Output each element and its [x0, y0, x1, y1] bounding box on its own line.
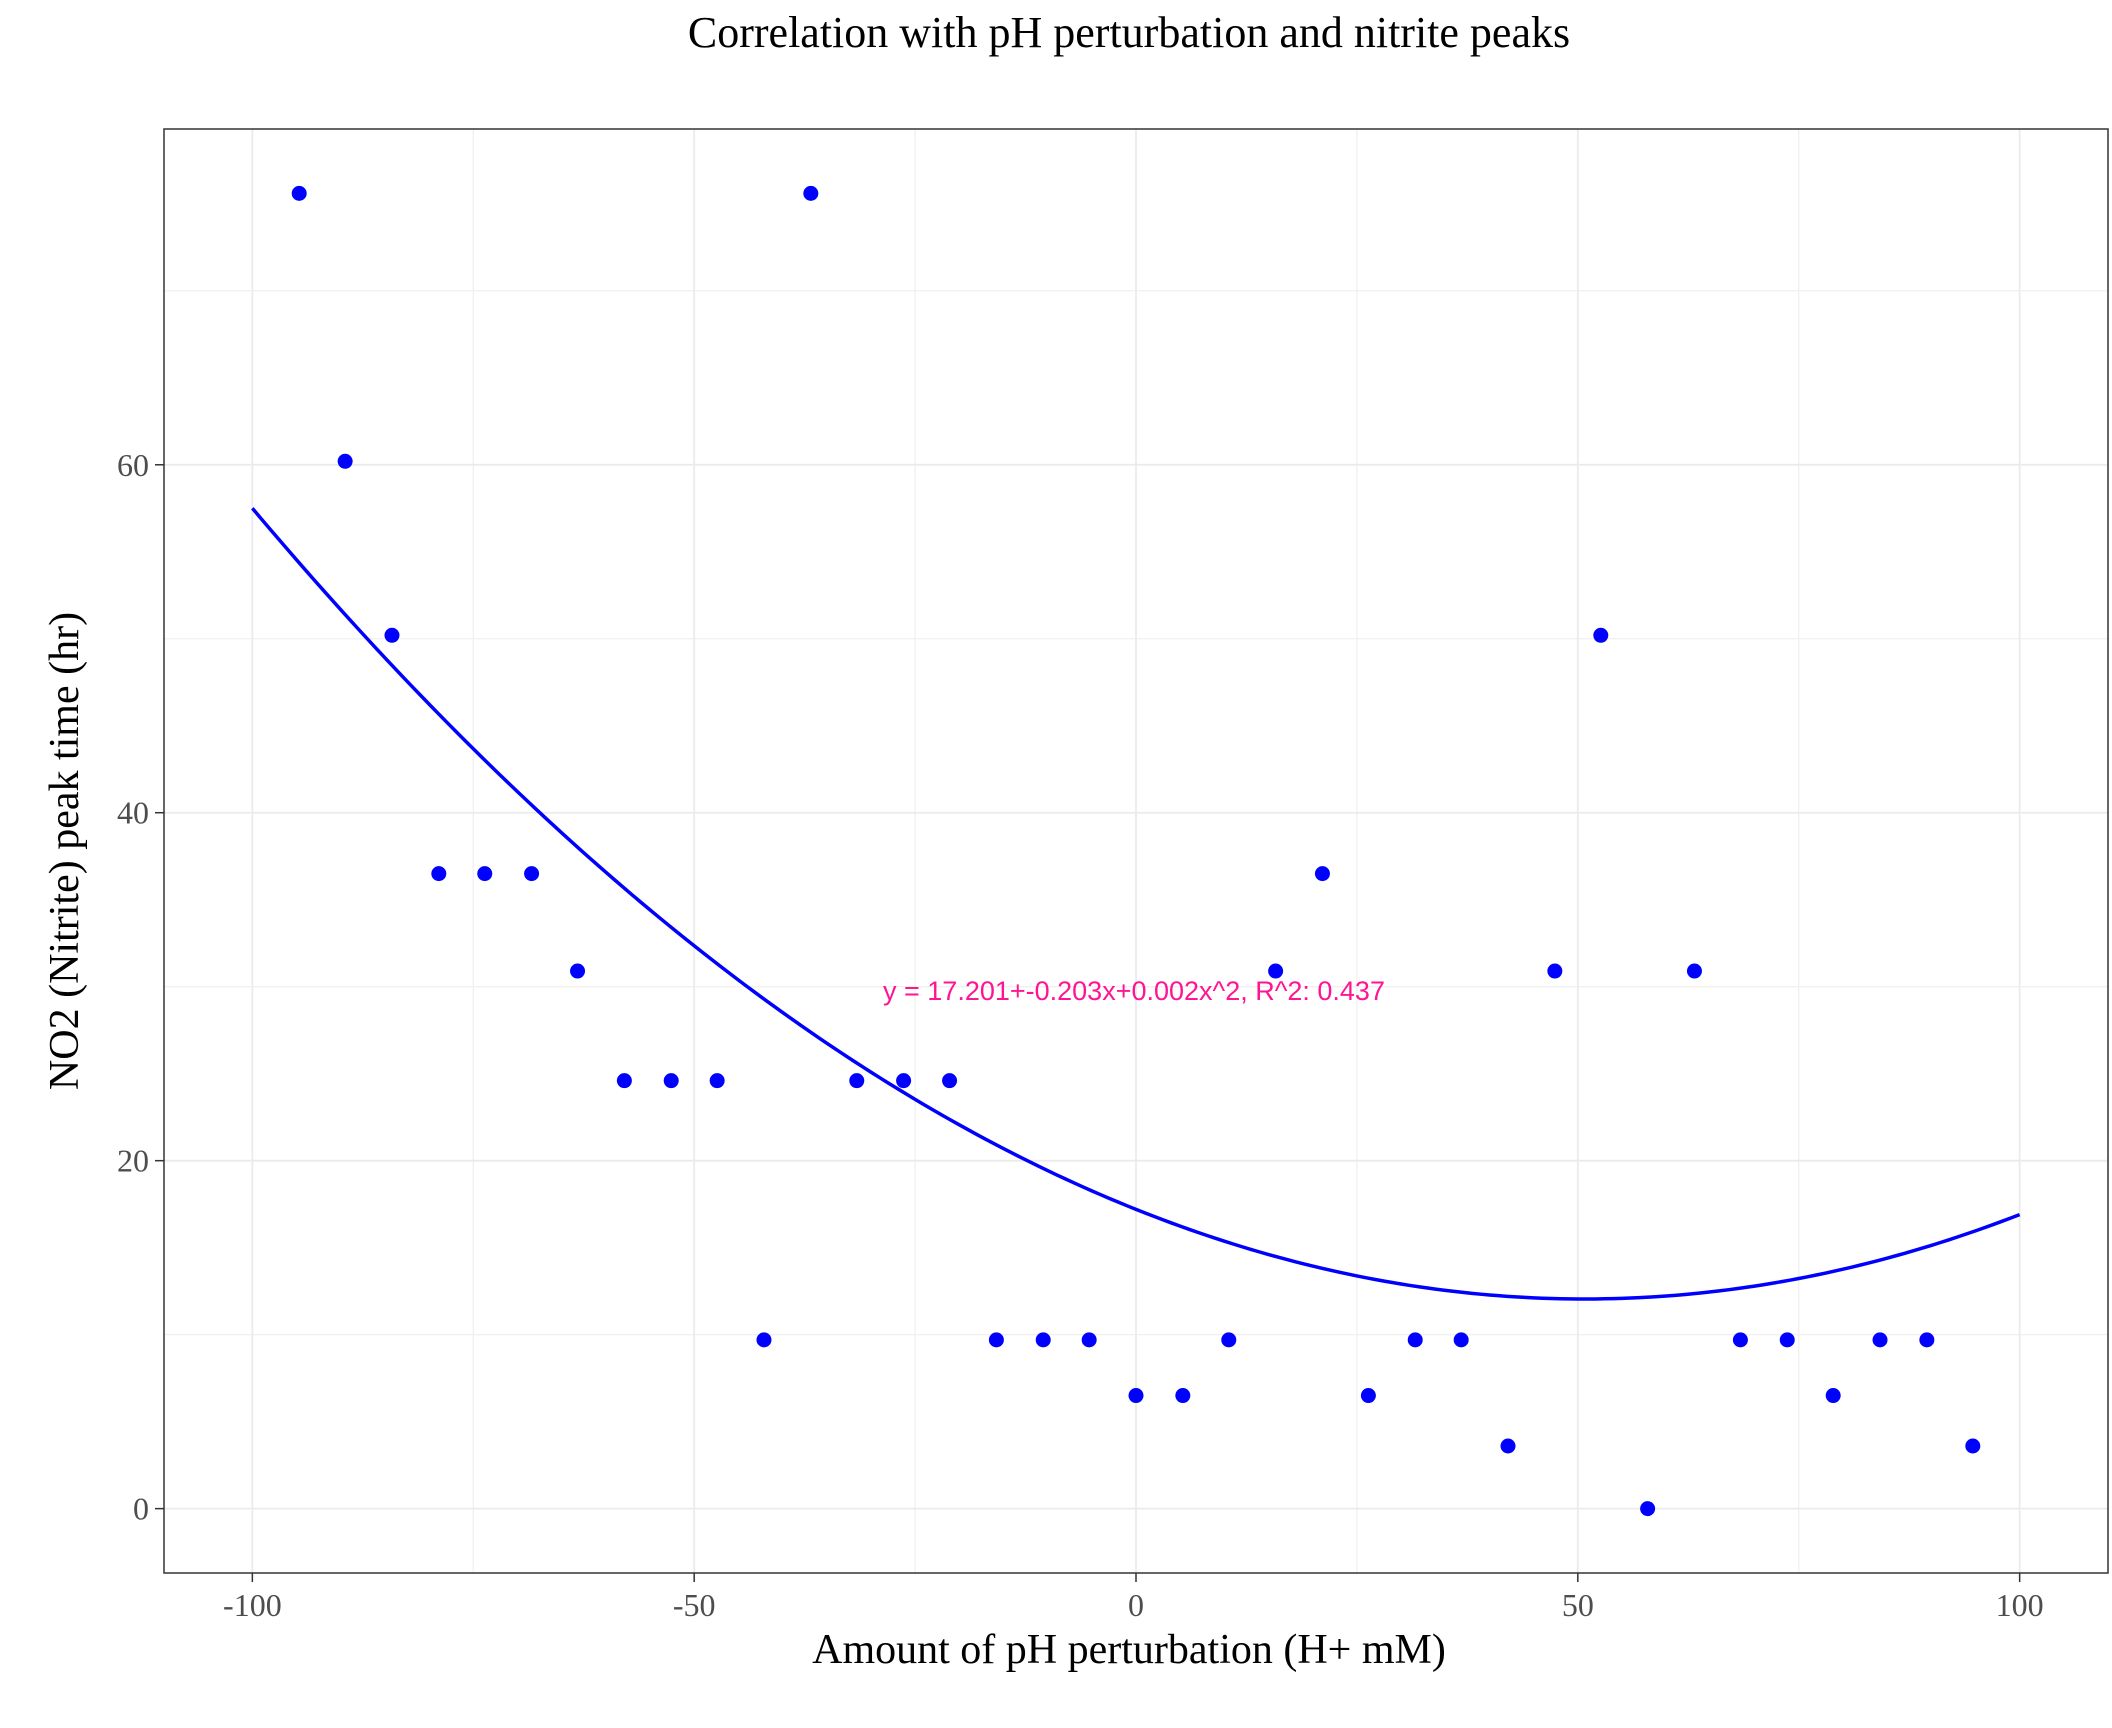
x-axis-ticks: -100 -50 0 50 100	[223, 1573, 2044, 1623]
data-point	[1175, 1388, 1191, 1404]
data-point	[431, 866, 447, 882]
data-point	[1360, 1388, 1376, 1404]
data-point	[663, 1073, 679, 1089]
data-point	[291, 185, 307, 201]
data-point	[570, 963, 586, 979]
data-point	[1221, 1332, 1237, 1348]
data-points	[291, 185, 1981, 1517]
x-tick-label: 0	[1128, 1587, 1144, 1623]
data-point	[1407, 1332, 1423, 1348]
data-point	[988, 1332, 1004, 1348]
x-axis-title: Amount of pH perturbation (H+ mM)	[812, 1627, 1446, 1673]
data-point	[524, 866, 540, 882]
data-point	[1779, 1332, 1795, 1348]
data-point	[1872, 1332, 1888, 1348]
y-tick-label: 20	[117, 1143, 149, 1179]
data-point	[1081, 1332, 1097, 1348]
data-point	[1640, 1501, 1656, 1517]
data-point	[1128, 1388, 1144, 1404]
data-point	[1965, 1438, 1981, 1454]
y-axis-title: NO2 (Nitrite) peak time (hr)	[42, 612, 88, 1090]
data-point	[942, 1073, 958, 1089]
data-point	[1593, 627, 1609, 643]
data-point	[1547, 963, 1563, 979]
chart-title: Correlation with pH perturbation and nit…	[688, 8, 1570, 57]
data-point	[1732, 1332, 1748, 1348]
y-tick-label: 0	[133, 1491, 149, 1527]
regression-curve	[251, 507, 2021, 1301]
data-point	[756, 1332, 772, 1348]
x-tick-label: 100	[1996, 1587, 2044, 1623]
data-point	[1035, 1332, 1051, 1348]
data-point	[1825, 1388, 1841, 1404]
y-tick-label: 60	[117, 447, 149, 483]
x-tick-label: 50	[1562, 1587, 1594, 1623]
data-point	[1453, 1332, 1469, 1348]
data-point	[1268, 963, 1284, 979]
x-tick-label: -50	[673, 1587, 716, 1623]
y-tick-label: 40	[117, 795, 149, 831]
data-point	[337, 453, 353, 469]
regression-equation-label: y = 17.201+-0.203x+0.002x^2, R^2: 0.437	[883, 976, 1385, 1006]
data-point	[477, 866, 493, 882]
data-point	[384, 627, 400, 643]
data-point	[1500, 1438, 1516, 1454]
y-axis-ticks: 0 20 40 60	[117, 447, 164, 1527]
data-point	[1686, 963, 1702, 979]
data-point	[849, 1073, 865, 1089]
data-point	[1314, 866, 1330, 882]
data-point	[616, 1073, 632, 1089]
data-point	[896, 1073, 912, 1089]
data-point	[803, 185, 819, 201]
major-gridlines	[164, 129, 2108, 1573]
x-tick-label: -100	[223, 1587, 282, 1623]
data-point	[709, 1073, 725, 1089]
data-point	[1919, 1332, 1935, 1348]
